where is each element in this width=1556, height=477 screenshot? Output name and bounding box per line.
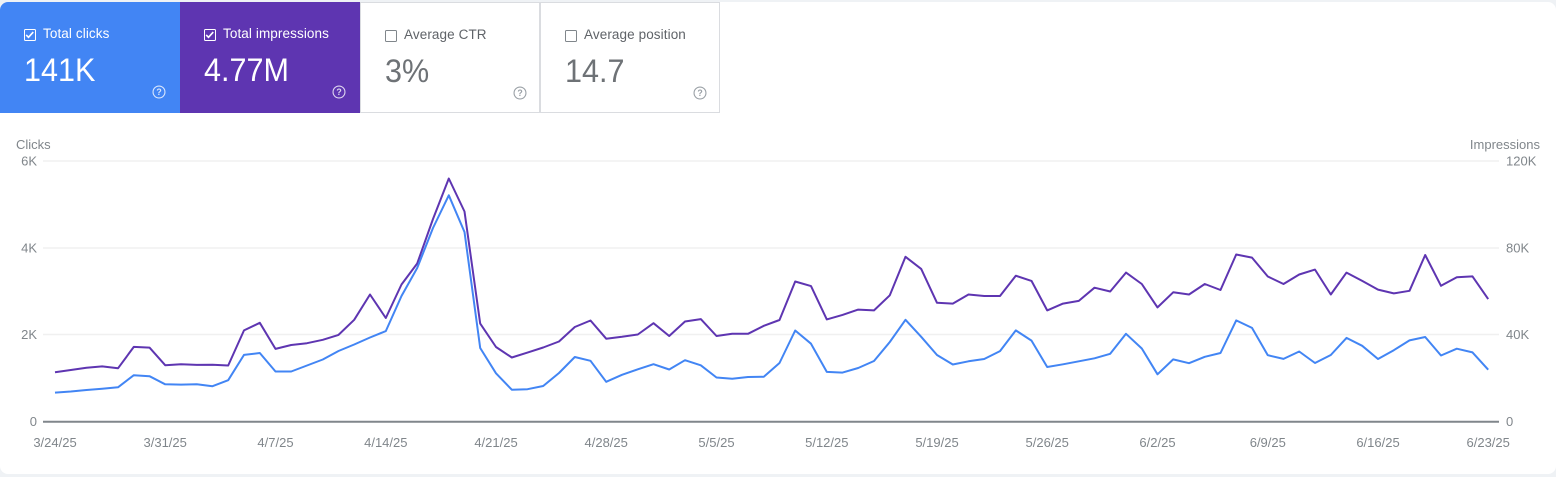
svg-text:6/23/25: 6/23/25 xyxy=(1467,435,1510,450)
svg-text:0: 0 xyxy=(30,414,37,429)
svg-text:40K: 40K xyxy=(1506,327,1529,342)
svg-text:?: ? xyxy=(156,87,161,97)
svg-text:6/2/25: 6/2/25 xyxy=(1139,435,1175,450)
svg-text:?: ? xyxy=(517,88,522,98)
svg-text:0: 0 xyxy=(1506,414,1513,429)
svg-text:4/7/25: 4/7/25 xyxy=(257,435,293,450)
svg-text:Clicks: Clicks xyxy=(16,137,51,152)
svg-text:?: ? xyxy=(697,88,702,98)
svg-text:Impressions: Impressions xyxy=(1470,137,1541,152)
svg-text:6/9/25: 6/9/25 xyxy=(1250,435,1286,450)
svg-text:?: ? xyxy=(336,87,341,97)
svg-text:4/28/25: 4/28/25 xyxy=(585,435,628,450)
svg-text:4K: 4K xyxy=(21,241,37,256)
svg-text:5/19/25: 5/19/25 xyxy=(915,435,958,450)
svg-text:120K: 120K xyxy=(1506,154,1537,169)
svg-text:4/21/25: 4/21/25 xyxy=(474,435,517,450)
svg-text:5/26/25: 5/26/25 xyxy=(1026,435,1069,450)
svg-text:2K: 2K xyxy=(21,327,37,342)
svg-text:5/5/25: 5/5/25 xyxy=(698,435,734,450)
svg-text:3/31/25: 3/31/25 xyxy=(144,435,187,450)
svg-text:4/14/25: 4/14/25 xyxy=(364,435,407,450)
svg-text:5/12/25: 5/12/25 xyxy=(805,435,848,450)
svg-text:3/24/25: 3/24/25 xyxy=(33,435,76,450)
svg-text:80K: 80K xyxy=(1506,241,1529,256)
svg-text:6/16/25: 6/16/25 xyxy=(1356,435,1399,450)
svg-text:6K: 6K xyxy=(21,154,37,169)
